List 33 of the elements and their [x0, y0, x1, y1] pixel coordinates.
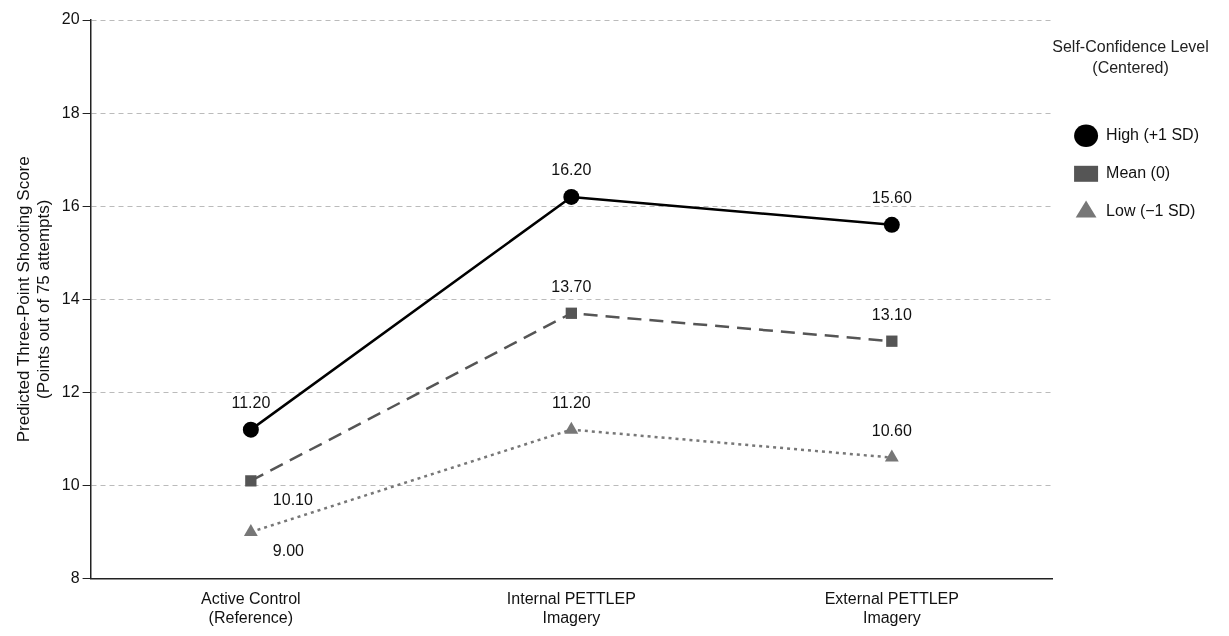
y-tick-label: 18 [61, 103, 80, 121]
data-label: 11.20 [231, 394, 271, 412]
x-tick-label: Active Control (Reference) [201, 589, 301, 626]
point [564, 421, 579, 434]
y-tick-label: 20 [61, 10, 80, 28]
point [884, 449, 899, 462]
point [886, 335, 898, 347]
data-label: 13.70 [551, 277, 592, 295]
point [243, 524, 258, 537]
y-tick-label: 14 [61, 289, 80, 307]
y-tick-label: 12 [61, 382, 80, 400]
data-label: 9.00 [272, 542, 305, 560]
x-tick-label: External PETTLEP Imagery [824, 589, 959, 626]
data-label: 16.20 [551, 161, 592, 179]
point [883, 216, 900, 233]
data-label: 10.10 [272, 491, 313, 509]
y-tick-label: 16 [61, 196, 80, 214]
y-tick-label: 10 [61, 475, 80, 493]
point [242, 421, 259, 438]
point [565, 307, 577, 319]
y-axis-title: Predicted Three-Point Shooting Score (Points out of 75 attempts) [13, 156, 54, 443]
data-label: 15.60 [871, 189, 912, 207]
data-label: 10.60 [871, 421, 912, 439]
legend-label: Mean (0) [1106, 164, 1171, 182]
legend-title: Self-Confidence Level (Centered) [1052, 38, 1209, 77]
legend-label: Low (−1 SD) [1106, 202, 1196, 220]
legend-label: High (+1 SD) [1106, 126, 1199, 144]
point [245, 475, 257, 487]
data-label: 13.10 [871, 305, 912, 323]
data-label: 11.20 [551, 394, 591, 412]
x-tick-label: Internal PETTLEP Imagery [506, 589, 636, 626]
y-tick-label: 8 [70, 569, 80, 587]
point [563, 188, 580, 205]
